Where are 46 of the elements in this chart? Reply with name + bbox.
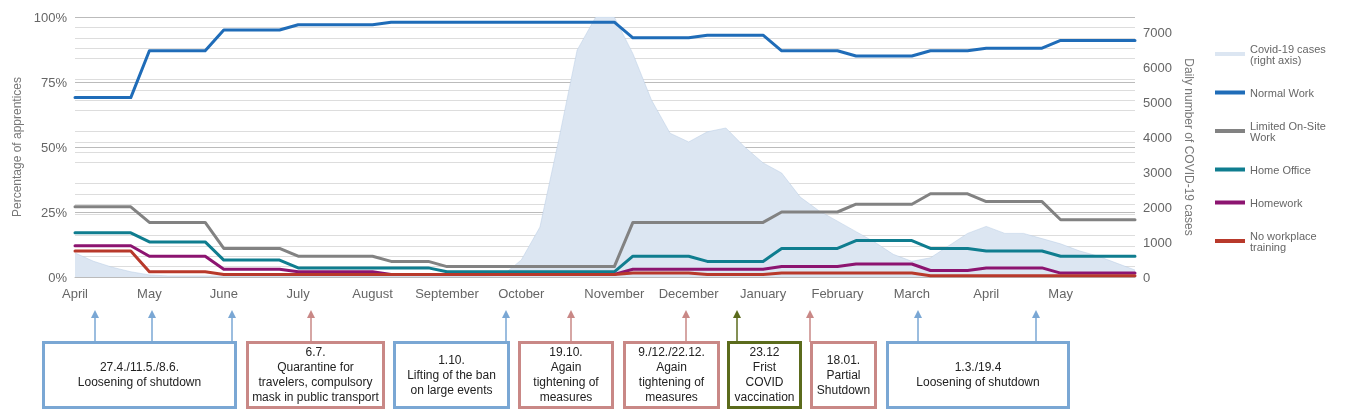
y-tick-label: 50% xyxy=(40,139,68,155)
y-tick-label: 75% xyxy=(40,74,68,90)
y-axis-title: Percentage of apprentices xyxy=(9,76,24,218)
x-tick-label: January xyxy=(739,286,787,301)
y2-tick-label: 5000 xyxy=(1143,95,1172,110)
line-series xyxy=(73,192,1137,269)
text: 19.10. Again tightening of measures xyxy=(518,341,614,409)
y2-tick-label: 7000 xyxy=(1143,25,1172,41)
legend-label: Home Office xyxy=(1250,163,1311,176)
legend-label: No workplace training xyxy=(1250,229,1320,253)
y2-tick-label: 1000 xyxy=(1143,234,1172,250)
x-tick-label: April xyxy=(973,286,1000,301)
x-tick-label: October xyxy=(498,286,546,301)
x-tick-label: May xyxy=(1048,286,1074,301)
text: 9./12./22.12. Again tightening of measures xyxy=(623,341,720,409)
x-tick-label: July xyxy=(286,286,311,301)
y2-tick-label: 4000 xyxy=(1143,129,1172,145)
x-tick-label: November xyxy=(584,286,645,301)
legend-label: Covid-19 cases (right axis) xyxy=(1250,42,1329,66)
line-series xyxy=(73,231,1137,274)
text: 1.10. Lifting of the ban on large events xyxy=(393,341,510,409)
text: 6.7. Quarantine for travelers, compulsory mask in public transport xyxy=(246,341,385,409)
text: 23.12 Frist COVID vaccination xyxy=(727,341,802,409)
legend-label: Limited On-Site Work xyxy=(1250,119,1329,143)
x-tick-label: June xyxy=(209,286,238,301)
x-tick-label: August xyxy=(352,286,394,301)
y2-axis-title: Daily number of COVID-19 cases xyxy=(1182,58,1196,236)
text: 27.4./11.5./8.6. Loosening of shutdown xyxy=(42,341,237,409)
y2-tick-label: 0 xyxy=(1143,269,1151,285)
y2-tick-label: 3000 xyxy=(1143,164,1172,180)
y-tick-label: 100% xyxy=(33,9,68,25)
y-tick-label: 0% xyxy=(48,269,68,285)
x-tick-label: December xyxy=(658,286,720,301)
legend-label: Normal Work xyxy=(1250,86,1315,99)
y2-tick-label: 6000 xyxy=(1143,60,1172,76)
line-series xyxy=(73,20,1137,100)
y-tick-label: 25% xyxy=(40,204,68,220)
x-tick-label: May xyxy=(137,286,163,301)
y2-tick-label: 2000 xyxy=(1143,199,1172,215)
legend-label: Homework xyxy=(1250,196,1304,209)
x-tick-label: April xyxy=(61,286,89,301)
text: 18.01. Partial Shutdown xyxy=(810,341,877,409)
text: 1.3./19.4 Loosening of shutdown xyxy=(886,341,1070,409)
x-tick-label: September xyxy=(415,286,480,301)
x-tick-label: March xyxy=(893,286,930,301)
x-tick-label: February xyxy=(811,286,864,301)
